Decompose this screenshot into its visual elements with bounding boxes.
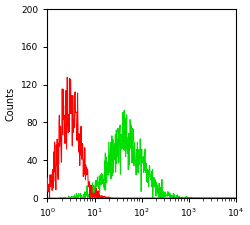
Y-axis label: Counts: Counts <box>6 86 16 121</box>
